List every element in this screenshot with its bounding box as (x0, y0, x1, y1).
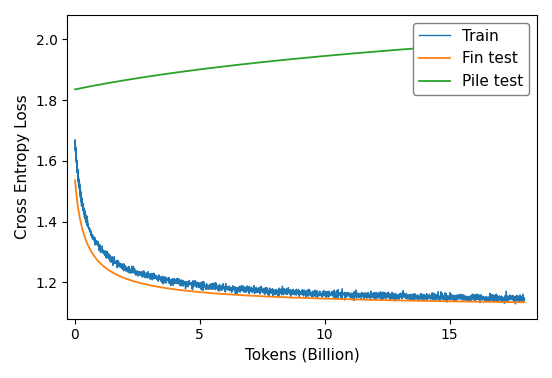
Train (72, 138, 78, 142)
Train (88, 229, 94, 234)
Fin test (220, 292, 227, 296)
Train (454, 294, 461, 299)
Pile test (88, 84, 94, 88)
Pile test (220, 64, 227, 69)
Legend: Train, Fin test, Pile test: Train, Fin test, Pile test (413, 23, 529, 95)
Pile test (521, 39, 528, 43)
Train (512, 302, 519, 306)
Pile test (80, 85, 87, 90)
Line: Train: Train (75, 140, 524, 304)
Train (221, 286, 227, 291)
Pile test (72, 87, 78, 91)
Train (80, 208, 87, 213)
Fin test (521, 300, 528, 305)
Line: Fin test: Fin test (75, 181, 524, 302)
Fin test (88, 249, 94, 253)
Fin test (80, 231, 87, 235)
Y-axis label: Cross Entropy Loss: Cross Entropy Loss (15, 94, 30, 239)
Fin test (198, 290, 204, 294)
Train (511, 297, 518, 302)
Train (521, 297, 528, 301)
Fin test (72, 178, 78, 183)
Train (198, 287, 205, 292)
Pile test (454, 43, 461, 48)
X-axis label: Tokens (Billion): Tokens (Billion) (245, 348, 359, 363)
Line: Pile test: Pile test (75, 41, 524, 89)
Fin test (454, 299, 461, 304)
Pile test (511, 39, 518, 44)
Fin test (511, 300, 518, 304)
Train (72, 138, 78, 143)
Pile test (198, 67, 204, 71)
